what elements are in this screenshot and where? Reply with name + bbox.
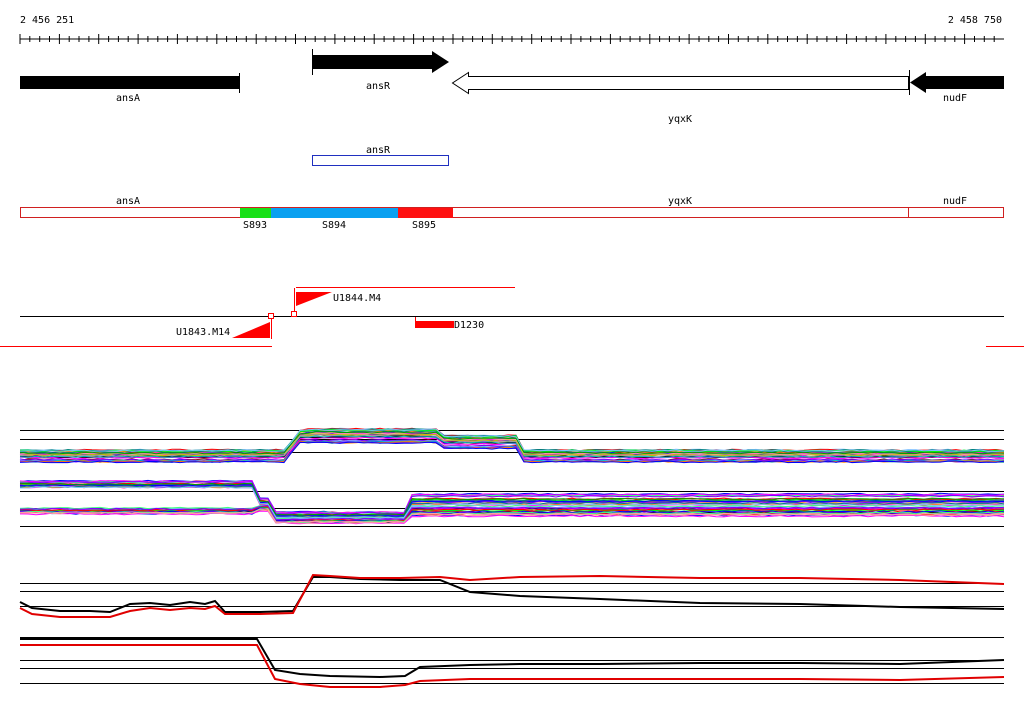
segment-outline-bar <box>20 207 1004 218</box>
segment-S894[interactable] <box>271 208 398 218</box>
gene-track: ansA ansR yqxK nudF <box>20 49 1004 125</box>
segment-nudF-label: nudF <box>943 196 967 207</box>
profile-line <box>19 429 1005 454</box>
segment-S895-label: S895 <box>412 220 436 231</box>
gene-ansR-arrow[interactable] <box>312 51 449 73</box>
profile-line <box>19 504 1005 521</box>
operon-track: ansR <box>312 145 449 166</box>
ruler-ticks <box>19 34 995 44</box>
segment-S893[interactable] <box>240 208 271 218</box>
expression-profiles-track <box>19 427 1005 527</box>
profile-line <box>19 504 1004 520</box>
profile-line <box>19 441 1005 464</box>
average-profile-lower-black <box>20 638 1005 679</box>
start-coordinate: 2 456 251 <box>20 15 74 26</box>
profile-line <box>19 485 1005 518</box>
profile-line <box>19 431 1005 455</box>
segment-yqxK-label: yqxK <box>668 196 692 207</box>
average-reference-lines <box>20 583 1004 684</box>
u1843-anchor-marker <box>268 313 274 319</box>
u1844-anchor-marker <box>291 311 297 317</box>
gene-ansA-label: ansA <box>116 93 140 104</box>
segment-track: ansA yqxK nudF S893 S894 S895 <box>20 196 1004 231</box>
gene-nudF-label: nudF <box>943 93 967 104</box>
profile-line <box>19 482 1005 516</box>
profile-line <box>19 508 1005 524</box>
average-profile-upper-black <box>19 576 1005 614</box>
segment-S895[interactable] <box>398 208 453 218</box>
profile-line <box>19 428 1005 452</box>
profile-line <box>19 433 1005 457</box>
gene-ansR-label: ansR <box>366 81 391 92</box>
profile-line <box>19 483 1004 517</box>
segment-S894-label: S894 <box>322 220 346 231</box>
u1844-flag[interactable] <box>296 292 332 306</box>
feature-track: U1844.M4 U1843.M14 D1230 <box>0 287 1024 347</box>
gene-yqxK-arrow[interactable] <box>451 71 909 95</box>
u1843-label: U1843.M14 <box>176 327 230 338</box>
d1230-label: D1230 <box>454 320 484 331</box>
segment-ansA-label: ansA <box>116 196 140 207</box>
gene-ansA-bar[interactable] <box>20 76 240 89</box>
profile-line <box>19 505 1005 522</box>
gene-nudF-arrow[interactable] <box>910 72 1004 93</box>
segment-S893-label: S893 <box>243 220 267 231</box>
profile-line <box>19 440 1005 463</box>
profile-lines-upper <box>19 427 1005 464</box>
operon-label: ansR <box>366 145 391 156</box>
operon-box[interactable] <box>312 155 449 166</box>
u1843-flag[interactable] <box>232 322 270 338</box>
d1230-box[interactable] <box>416 321 454 328</box>
profile-line <box>19 438 1005 462</box>
average-profiles-track <box>19 573 1005 688</box>
profile-line <box>19 480 1005 515</box>
average-profile-lower-red <box>20 644 1005 688</box>
u1844-label: U1844.M4 <box>333 293 381 304</box>
profile-lines-lower <box>19 479 1005 525</box>
average-profile-upper-red <box>19 573 1005 618</box>
profile-line <box>19 509 1005 524</box>
profile-line <box>19 435 1005 458</box>
gene-yqxK-label: yqxK <box>668 114 692 125</box>
profile-line <box>19 482 1005 516</box>
end-coordinate: 2 458 750 <box>948 15 1002 26</box>
profile-line <box>20 486 1005 519</box>
